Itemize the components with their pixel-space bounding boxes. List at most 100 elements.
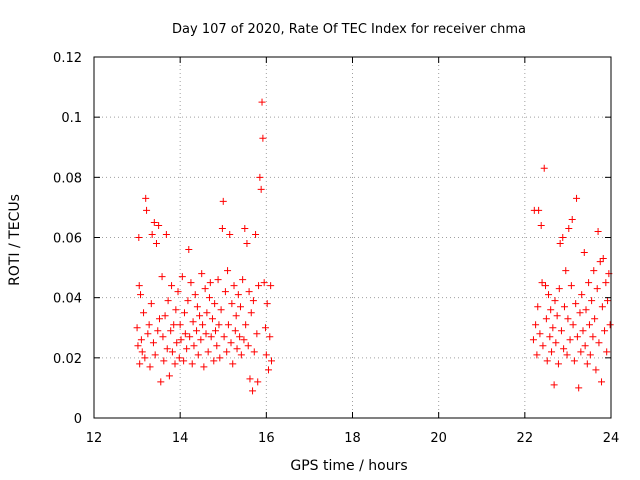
data-point (170, 321, 178, 329)
x-tick-labels: 12 14 16 18 20 22 24 (86, 431, 620, 446)
data-point (161, 312, 169, 320)
data-point (151, 351, 159, 359)
data-point (540, 164, 548, 172)
data-point (185, 246, 193, 254)
data-point (564, 315, 572, 323)
data-point (230, 282, 238, 290)
y-tick-label: 0.04 (53, 292, 82, 307)
data-point (204, 348, 212, 356)
data-point (221, 288, 229, 296)
data-point (560, 303, 568, 311)
data-point (599, 255, 607, 263)
data-point (189, 318, 197, 326)
data-point (533, 351, 541, 359)
data-point (595, 339, 603, 347)
data-point (542, 282, 550, 290)
data-point (568, 215, 576, 223)
data-point (148, 230, 156, 238)
data-point (604, 297, 612, 305)
data-point (138, 348, 146, 356)
data-point (258, 98, 266, 106)
x-axis-label: GPS time / hours (290, 458, 407, 474)
data-point (215, 321, 223, 329)
data-point (266, 333, 274, 341)
x-tick-label: 16 (258, 431, 275, 446)
data-point (547, 306, 555, 314)
data-point (167, 327, 175, 335)
data-point (586, 351, 594, 359)
data-point (236, 303, 244, 311)
data-points (133, 98, 614, 395)
data-point (582, 306, 590, 314)
data-point (206, 279, 214, 287)
data-point (232, 312, 240, 320)
data-point (223, 348, 231, 356)
data-point (224, 267, 232, 275)
data-point (199, 321, 207, 329)
data-point (218, 224, 226, 232)
data-point (184, 297, 192, 305)
data-point (207, 333, 215, 341)
data-point (557, 327, 565, 335)
data-point (240, 336, 248, 344)
data-point (227, 339, 235, 347)
y-tick-label: 0 (74, 412, 82, 427)
data-point (165, 372, 173, 380)
data-point (559, 234, 567, 241)
data-point (242, 321, 250, 329)
data-point (231, 327, 239, 335)
data-point (556, 240, 564, 248)
data-point (249, 387, 257, 395)
data-point (224, 321, 232, 329)
data-point (579, 327, 587, 335)
data-point (154, 327, 162, 335)
data-point (268, 357, 276, 365)
data-point (534, 303, 542, 311)
y-axis-label: ROTI / TECUs (7, 194, 23, 286)
data-point (573, 194, 581, 202)
data-point (160, 357, 168, 365)
data-point (217, 306, 225, 314)
data-point (546, 333, 554, 341)
data-point (155, 315, 163, 323)
data-point (255, 282, 263, 290)
data-point (259, 134, 267, 142)
data-point (236, 333, 244, 341)
data-point (253, 330, 261, 338)
data-point (193, 303, 201, 311)
data-point (137, 291, 145, 299)
data-point (560, 345, 568, 353)
data-point (262, 351, 270, 359)
data-point (593, 285, 601, 293)
data-point (553, 312, 561, 320)
data-point (210, 357, 218, 365)
data-point (208, 315, 216, 323)
data-point (163, 345, 171, 353)
data-point (250, 348, 258, 356)
data-point (563, 351, 571, 359)
data-point (211, 327, 219, 335)
data-point (572, 300, 580, 308)
data-point (194, 351, 202, 359)
axis-ticks (93, 56, 612, 419)
data-point (260, 279, 268, 287)
y-tick-label: 0.1 (61, 111, 82, 126)
data-point (187, 279, 195, 287)
data-point (216, 354, 224, 362)
data-point (535, 206, 543, 214)
data-point (219, 197, 227, 205)
data-point (537, 221, 545, 229)
data-point (244, 342, 252, 350)
data-point (150, 218, 158, 226)
data-point (145, 321, 153, 329)
data-point (598, 303, 606, 311)
data-point (177, 336, 185, 344)
data-point (566, 336, 574, 344)
x-tick-label: 24 (603, 431, 620, 446)
data-point (588, 297, 596, 305)
data-point (188, 360, 196, 368)
data-point (245, 288, 253, 296)
data-point (146, 363, 154, 371)
data-point (589, 333, 597, 341)
y-tick-label: 0.06 (53, 232, 82, 247)
